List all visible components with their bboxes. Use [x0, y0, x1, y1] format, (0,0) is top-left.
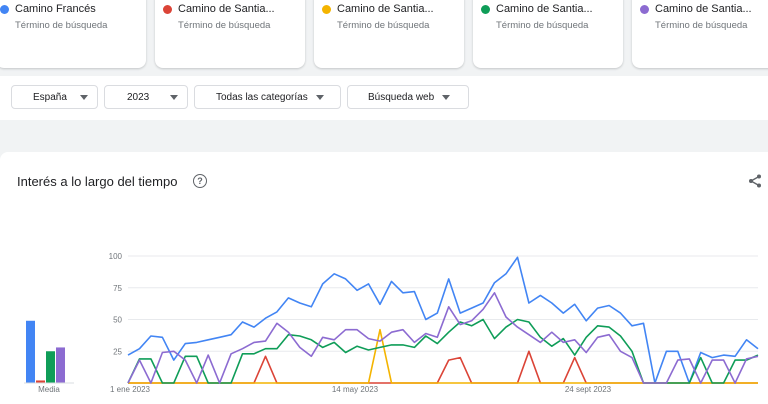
term-color-dot: [640, 5, 649, 14]
filter-bar: España 2023 Todas las categorías Búsqued…: [0, 76, 768, 120]
term-card-4[interactable]: Camino de Santia... Término de búsqueda: [473, 0, 623, 68]
term-type: Término de búsqueda: [655, 20, 748, 31]
term-name: Camino de Santia...: [337, 3, 434, 15]
period-label: 2023: [127, 92, 150, 103]
series-line-2: [128, 350, 758, 384]
average-bar: [46, 351, 55, 383]
region-dropdown[interactable]: España: [11, 85, 98, 109]
term-color-dot: [481, 5, 490, 14]
average-bar: [26, 320, 35, 383]
interest-chart[interactable]: 100 75 50 25 1 ene 2023 14 may 2023 24 sept 20…: [0, 152, 768, 404]
term-card-3[interactable]: Camino de Santia... Término de búsqueda: [314, 0, 464, 68]
chevron-down-icon: [80, 95, 88, 100]
average-label: Media: [38, 385, 60, 394]
share-icon[interactable]: [748, 174, 762, 188]
term-name: Camino Francés: [15, 3, 96, 15]
term-name: Camino de Santia...: [178, 3, 275, 15]
term-card-5[interactable]: Camino de Santia... Término de búsqueda: [632, 0, 768, 68]
term-type: Término de búsqueda: [178, 20, 271, 31]
region-label: España: [33, 92, 67, 103]
term-type: Término de búsqueda: [15, 20, 108, 31]
chevron-down-icon: [170, 95, 178, 100]
series-line-1: [127, 256, 759, 384]
search-type-label: Búsqueda web: [368, 92, 435, 103]
chevron-down-icon: [442, 95, 450, 100]
panel-title: Interés a lo largo del tiempo: [17, 174, 178, 189]
y-tick-label: 50: [113, 316, 122, 325]
category-label: Todas las categorías: [216, 92, 308, 103]
term-color-dot: [163, 5, 172, 14]
interest-over-time-panel: Interés a lo largo del tiempo ? 100 75 50 2…: [0, 152, 768, 404]
help-circle-icon[interactable]: ?: [193, 174, 207, 188]
x-tick-label: 24 sept 2023: [565, 385, 612, 394]
term-card-2[interactable]: Camino de Santia... Término de búsqueda: [155, 0, 305, 68]
term-name: Camino de Santia...: [496, 3, 593, 15]
series-line-5: [127, 292, 759, 384]
term-type: Término de búsqueda: [496, 20, 589, 31]
average-bar: [36, 380, 45, 383]
category-dropdown[interactable]: Todas las categorías: [194, 85, 341, 109]
average-bar: [56, 347, 65, 383]
search-type-dropdown[interactable]: Búsqueda web: [347, 85, 469, 109]
term-card-1[interactable]: Camino Francés Término de búsqueda: [0, 0, 146, 68]
y-tick-label: 25: [113, 347, 122, 356]
y-tick-label: 75: [113, 284, 122, 293]
y-tick-label: 100: [109, 252, 123, 261]
search-terms-bar: Camino Francés Término de búsqueda Camin…: [0, 0, 768, 76]
x-tick-label: 1 ene 2023: [110, 385, 151, 394]
period-dropdown[interactable]: 2023: [104, 85, 188, 109]
term-color-dot: [322, 5, 331, 14]
term-type: Término de búsqueda: [337, 20, 430, 31]
term-name: Camino de Santia...: [655, 3, 752, 15]
x-tick-label: 14 may 2023: [332, 385, 379, 394]
term-color-dot: [0, 5, 9, 14]
chevron-down-icon: [316, 95, 324, 100]
